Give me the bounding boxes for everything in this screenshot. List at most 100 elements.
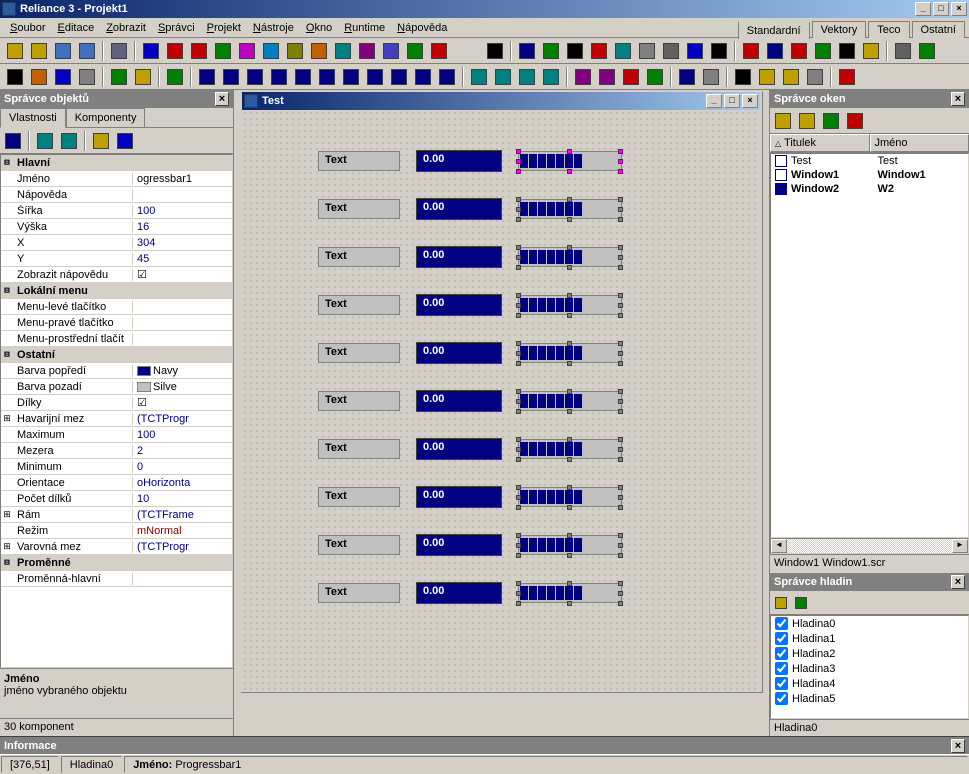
paste2-icon[interactable]: [804, 66, 826, 88]
align-ch-icon[interactable]: [292, 66, 314, 88]
selection-handle[interactable]: [618, 591, 623, 596]
property-row[interactable]: Menu-pravé tlačítko: [1, 315, 232, 331]
scroll-track[interactable]: [787, 539, 952, 553]
trend-icon[interactable]: [236, 40, 258, 62]
users-icon[interactable]: [164, 40, 186, 62]
window-list[interactable]: TestTestWindow1Window1Window2W2: [770, 153, 969, 538]
property-row[interactable]: Proměnná-hlavní: [1, 571, 232, 587]
progressbar-component[interactable]: [518, 199, 622, 219]
saveall-icon[interactable]: [76, 40, 98, 62]
column-header[interactable]: △ Titulek: [770, 134, 870, 152]
selection-handle[interactable]: [516, 265, 521, 270]
text-component[interactable]: Text: [318, 439, 400, 459]
dist-h-icon[interactable]: [340, 66, 362, 88]
expand-icon[interactable]: ⊟: [1, 558, 13, 568]
help-icon[interactable]: [114, 130, 136, 152]
sort-icon[interactable]: [792, 594, 810, 612]
filter-icon[interactable]: [90, 130, 112, 152]
property-value[interactable]: ogressbar1: [133, 173, 232, 185]
layer-checkbox[interactable]: [775, 632, 788, 645]
selection-handle[interactable]: [516, 303, 521, 308]
3d-icon[interactable]: [812, 40, 834, 62]
selection-handle[interactable]: [516, 149, 521, 154]
progressbar-component[interactable]: [518, 247, 622, 267]
report-icon[interactable]: [260, 40, 282, 62]
property-row[interactable]: Zobrazit nápovědu☑: [1, 267, 232, 283]
menu-zobrazit[interactable]: Zobrazit: [100, 20, 152, 36]
thermo-icon[interactable]: [788, 40, 810, 62]
property-row[interactable]: Počet dílků10: [1, 491, 232, 507]
selection-handle[interactable]: [516, 169, 521, 174]
property-row[interactable]: Barva popředíNavy: [1, 363, 232, 379]
property-row[interactable]: ⊟Ostatní: [1, 347, 232, 363]
selection-handle[interactable]: [516, 485, 521, 490]
selection-handle[interactable]: [516, 581, 521, 586]
textdisplay-icon[interactable]: [540, 40, 562, 62]
close-button[interactable]: ×: [951, 2, 967, 16]
expand-icon[interactable]: [34, 130, 56, 152]
window-list-item[interactable]: TestTest: [771, 154, 968, 168]
label-icon[interactable]: [564, 40, 586, 62]
selection-handle[interactable]: [516, 409, 521, 414]
layer-checkbox[interactable]: [775, 617, 788, 630]
menu-projekt[interactable]: Projekt: [201, 20, 247, 36]
window-list-scrollbar[interactable]: ◄ ►: [770, 538, 969, 554]
close-win-icon[interactable]: [820, 110, 842, 132]
bwd-icon[interactable]: [540, 66, 562, 88]
property-row[interactable]: Y45: [1, 251, 232, 267]
progressbar-component[interactable]: [518, 151, 622, 171]
selection-handle[interactable]: [618, 313, 623, 318]
layers-icon[interactable]: [52, 66, 74, 88]
selection-handle[interactable]: [618, 159, 623, 164]
tree-icon[interactable]: [916, 40, 938, 62]
selection-handle[interactable]: [618, 457, 623, 462]
text-component[interactable]: Text: [318, 199, 400, 219]
selection-handle[interactable]: [567, 169, 572, 174]
minimize-button[interactable]: _: [915, 2, 931, 16]
property-row[interactable]: RežimmNormal: [1, 523, 232, 539]
display-component[interactable]: 0.00: [416, 246, 502, 268]
new-icon[interactable]: [4, 40, 26, 62]
selection-handle[interactable]: [516, 255, 521, 260]
menu-okno[interactable]: Okno: [300, 20, 338, 36]
selection-handle[interactable]: [516, 533, 521, 538]
selection-handle[interactable]: [618, 601, 623, 606]
window-manager-close[interactable]: ×: [951, 92, 965, 106]
property-value[interactable]: Navy: [133, 365, 232, 377]
property-row[interactable]: Výška16: [1, 219, 232, 235]
selection-handle[interactable]: [618, 495, 623, 500]
property-row[interactable]: Jménoogressbar1: [1, 171, 232, 187]
child-titlebar[interactable]: Test _ □ ×: [242, 92, 760, 110]
selection-handle[interactable]: [567, 265, 572, 270]
selection-handle[interactable]: [618, 505, 623, 510]
layer-icon[interactable]: [428, 40, 450, 62]
om-tab-vlastnosti[interactable]: Vlastnosti: [0, 108, 66, 128]
property-value[interactable]: 304: [133, 237, 232, 249]
recipe-icon[interactable]: [212, 40, 234, 62]
text-component[interactable]: Text: [318, 535, 400, 555]
selection-handle[interactable]: [618, 197, 623, 202]
slider-icon[interactable]: [836, 40, 858, 62]
property-row[interactable]: ⊞Havarijní mez(TCTProgr: [1, 411, 232, 427]
property-row[interactable]: OrientaceoHorizonta: [1, 475, 232, 491]
property-row[interactable]: ⊟Lokální menu: [1, 283, 232, 299]
display-component[interactable]: 0.00: [416, 150, 502, 172]
refresh-icon[interactable]: [108, 66, 130, 88]
numdisplay-icon[interactable]: [516, 40, 538, 62]
property-value[interactable]: 100: [133, 429, 232, 441]
selection-handle[interactable]: [618, 389, 623, 394]
layer-manager-close[interactable]: ×: [951, 575, 965, 589]
display-component[interactable]: 0.00: [416, 390, 502, 412]
struct-icon[interactable]: [140, 40, 162, 62]
selection-handle[interactable]: [516, 361, 521, 366]
layer-item[interactable]: Hladina5: [771, 691, 968, 706]
copy-icon[interactable]: [756, 66, 778, 88]
selection-handle[interactable]: [516, 389, 521, 394]
text-component[interactable]: Text: [318, 583, 400, 603]
text-component[interactable]: Text: [318, 151, 400, 171]
child-minimize-button[interactable]: _: [706, 94, 722, 108]
clock-icon[interactable]: [764, 40, 786, 62]
display-component[interactable]: 0.00: [416, 342, 502, 364]
selection-handle[interactable]: [516, 217, 521, 222]
selection-handle[interactable]: [516, 495, 521, 500]
